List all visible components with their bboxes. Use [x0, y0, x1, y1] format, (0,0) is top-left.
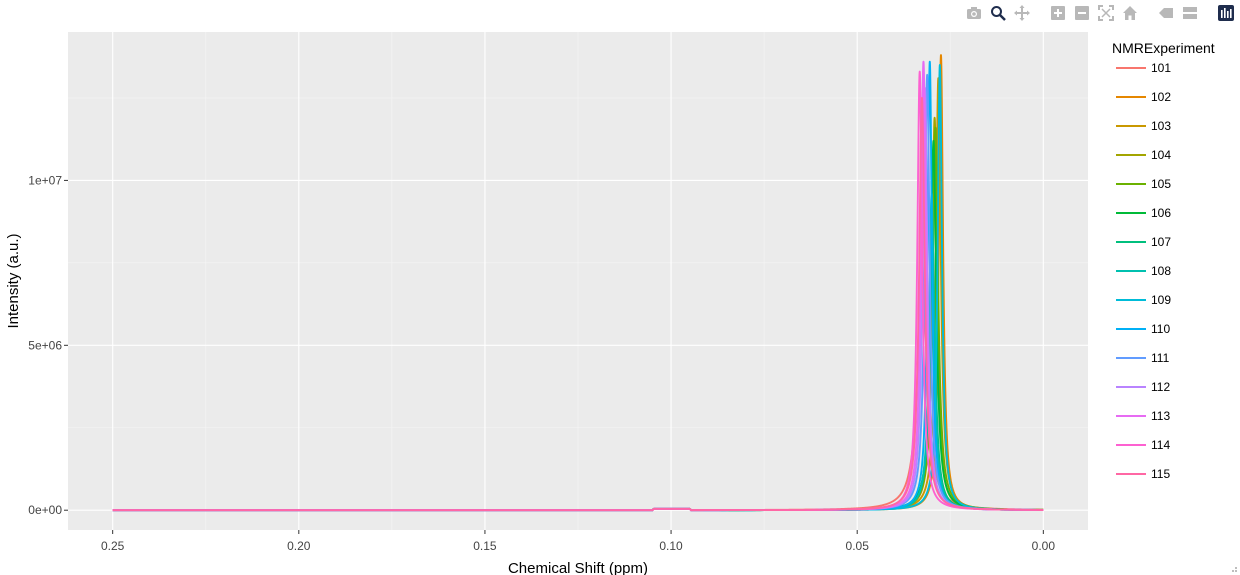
autoscale-button[interactable]: [1096, 3, 1116, 23]
plotly-logo-button[interactable]: [1216, 3, 1236, 23]
y-axis: 0e+00 5e+06 1e+07: [28, 173, 68, 517]
legend-item-104[interactable]: 104: [1116, 148, 1171, 162]
legend-item-101[interactable]: 101: [1116, 61, 1171, 75]
legend-item-111[interactable]: 111: [1116, 351, 1170, 365]
legend-label: 110: [1151, 322, 1170, 336]
spectrum-traces: [112, 54, 1044, 512]
camera-button[interactable]: [964, 3, 984, 23]
legend-item-110[interactable]: 110: [1116, 322, 1170, 336]
y-tick-label: 0e+00: [28, 503, 62, 517]
legend-item-109[interactable]: 109: [1116, 293, 1171, 307]
zoom-in-icon: [1051, 6, 1065, 20]
legend: NMRExperiment 101 102 103 104 105 106 107 108 10…: [1112, 40, 1215, 481]
grid-lines: [68, 32, 1088, 530]
legend-label: 101: [1151, 61, 1171, 75]
legend-label: 114: [1151, 438, 1170, 452]
legend-label: 103: [1151, 119, 1171, 133]
legend-label: 104: [1151, 148, 1171, 162]
legend-item-114[interactable]: 114: [1116, 438, 1170, 452]
x-tick-label: 0.00: [1032, 539, 1056, 553]
x-tick-label: 0.20: [287, 539, 311, 553]
legend-item-102[interactable]: 102: [1116, 90, 1171, 104]
x-tick-label: 0.15: [473, 539, 497, 553]
pan-button[interactable]: [1012, 3, 1032, 23]
y-tick-label: 5e+06: [28, 338, 62, 352]
legend-label: 105: [1151, 177, 1171, 191]
legend-item-106[interactable]: 106: [1116, 206, 1171, 220]
plot-modebar: [960, 3, 1236, 23]
legend-label: 106: [1151, 206, 1171, 220]
legend-item-112[interactable]: 112: [1116, 380, 1170, 394]
legend-label: 115: [1151, 467, 1170, 481]
home-icon: [1123, 6, 1137, 20]
legend-label: 102: [1151, 90, 1171, 104]
x-tick-label: 0.10: [659, 539, 683, 553]
legend-title: NMRExperiment: [1112, 40, 1215, 56]
autoscale-icon: [1098, 5, 1114, 21]
resize-grip-icon[interactable]: [1228, 563, 1238, 573]
hover-compare-icon: [1183, 7, 1197, 19]
hover-closest-button[interactable]: [1156, 3, 1176, 23]
x-tick-label: 0.05: [846, 539, 870, 553]
legend-label: 109: [1151, 293, 1171, 307]
legend-item-103[interactable]: 103: [1116, 119, 1171, 133]
legend-label: 107: [1151, 235, 1171, 249]
legend-item-105[interactable]: 105: [1116, 177, 1171, 191]
legend-label: 108: [1151, 264, 1171, 278]
hover-closest-icon: [1159, 8, 1173, 18]
zoom-out-icon: [1075, 6, 1089, 20]
legend-item-113[interactable]: 113: [1116, 409, 1170, 423]
legend-item-115[interactable]: 115: [1116, 467, 1170, 481]
x-axis: 0.25 0.20 0.15 0.10 0.05 0.00: [101, 530, 1055, 553]
zoom-in-button[interactable]: [1048, 3, 1068, 23]
legend-label: 111: [1151, 351, 1170, 365]
legend-item-108[interactable]: 108: [1116, 264, 1171, 278]
legend-item-107[interactable]: 107: [1116, 235, 1171, 249]
y-tick-label: 1e+07: [28, 173, 62, 187]
home-button[interactable]: [1120, 3, 1140, 23]
zoom-button[interactable]: [988, 3, 1008, 23]
camera-icon: [967, 7, 981, 19]
plotly-logo-icon: [1218, 5, 1234, 21]
trace-115[interactable]: [112, 97, 1044, 512]
x-axis-title: Chemical Shift (ppm): [508, 560, 648, 575]
y-axis-title: Intensity (a.u.): [5, 233, 22, 328]
pan-icon: [1014, 5, 1030, 21]
legend-label: 112: [1151, 380, 1170, 394]
zoom-icon: [991, 6, 1006, 21]
zoom-out-button[interactable]: [1072, 3, 1092, 23]
x-tick-label: 0.25: [101, 539, 125, 553]
hover-compare-button[interactable]: [1180, 3, 1200, 23]
legend-label: 113: [1151, 409, 1170, 423]
